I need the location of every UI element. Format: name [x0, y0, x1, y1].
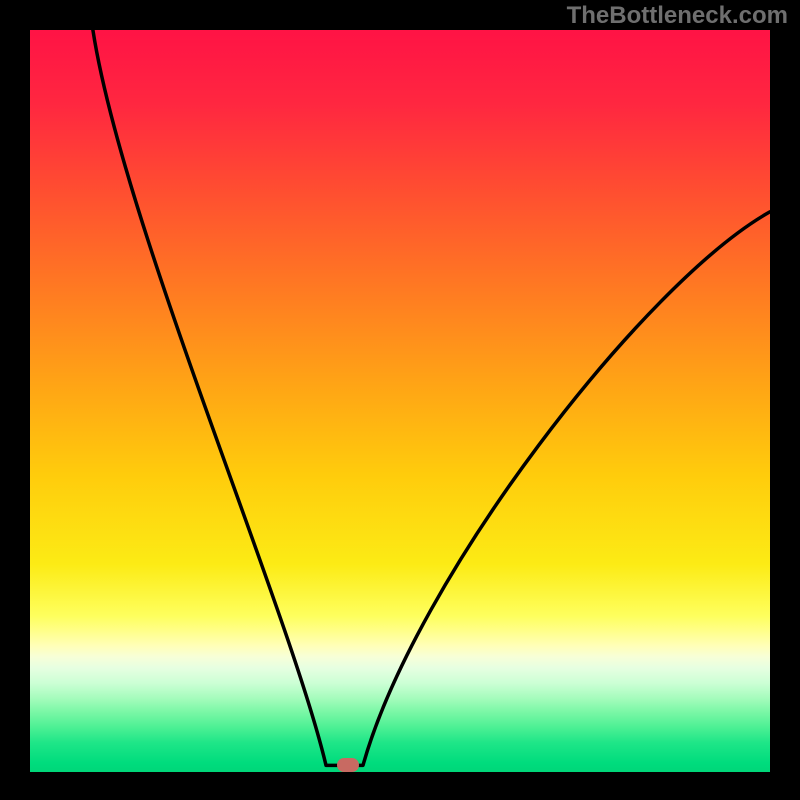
chart-frame: TheBottleneck.com	[0, 0, 800, 800]
curve-path	[93, 30, 770, 765]
plot-area	[30, 30, 770, 772]
optimal-point-marker	[337, 758, 359, 772]
watermark-text: TheBottleneck.com	[567, 2, 788, 30]
bottleneck-curve	[30, 30, 770, 772]
